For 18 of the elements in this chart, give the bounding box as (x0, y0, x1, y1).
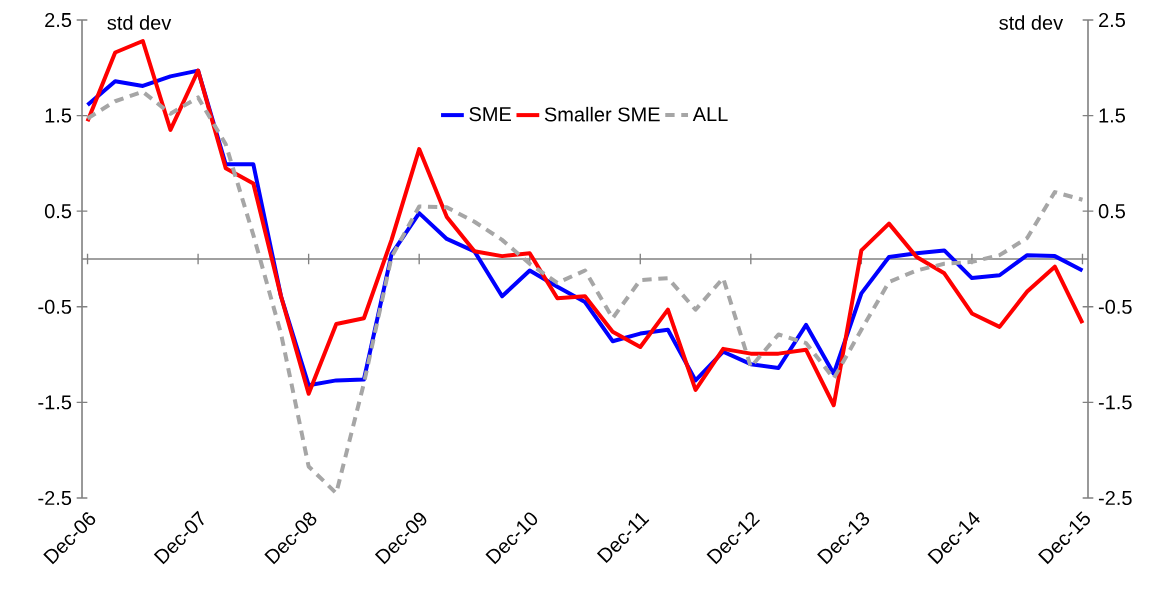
y-tick-label: -0.5 (38, 299, 72, 314)
y2-tick-label: -0.5 (1098, 299, 1132, 314)
y-tick-label: -1.5 (38, 395, 72, 410)
y-tick-label: 0.5 (44, 204, 72, 219)
y-tick-label: 1.5 (45, 108, 72, 123)
y-tick-label: 2.5 (45, 12, 72, 28)
annotation: std dev (999, 15, 1064, 30)
line-series (85, 89, 1085, 496)
annotation: std dev (107, 15, 172, 30)
legend-label: SME (469, 107, 511, 122)
y2-tick-label: 0.5 (1098, 204, 1126, 219)
y2-tick-label: 1.5 (1099, 108, 1126, 123)
y2-tick-label: -2.5 (1098, 490, 1132, 506)
y-tick-label: -2.5 (38, 490, 72, 506)
y2-tick-label: -1.5 (1098, 395, 1132, 410)
legend-label: ALL (692, 107, 728, 121)
y2-tick-label: 2.5 (1099, 12, 1126, 28)
legend-label: Smaller SME (544, 106, 660, 122)
